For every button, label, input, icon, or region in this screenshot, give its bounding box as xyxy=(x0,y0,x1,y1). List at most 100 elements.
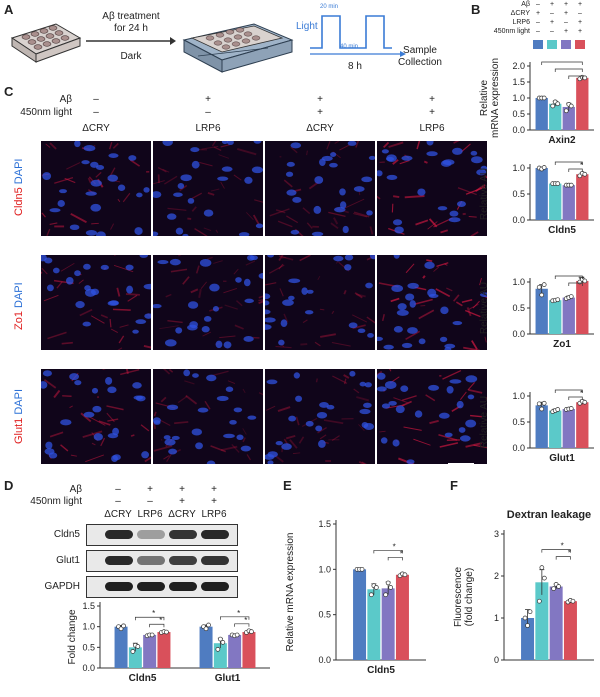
lane-abeta-mark: + xyxy=(147,485,153,495)
significance-bracket xyxy=(555,69,582,72)
blot-label: GAPDH xyxy=(44,582,80,592)
treatment-label-line1: Aβ treatment xyxy=(102,12,159,22)
stain-marker-label: Glut1 xyxy=(13,418,25,444)
blot-band xyxy=(169,556,197,565)
group-label: Glut1 xyxy=(215,673,241,684)
bar xyxy=(367,589,380,660)
dark-label: Dark xyxy=(120,52,141,62)
y-tick-label: 0.5 xyxy=(318,610,331,620)
panel-label-c: C xyxy=(4,84,13,99)
y-tick-label: 2.0 xyxy=(512,61,525,71)
data-point xyxy=(537,599,541,603)
condition-name: LRP6 xyxy=(419,124,444,134)
y-tick-label: 0 xyxy=(494,655,499,665)
condition-light-mark: – xyxy=(205,108,211,118)
data-point xyxy=(207,623,211,627)
bar xyxy=(576,402,588,448)
significance-label: * xyxy=(244,616,247,625)
y-tick-label: 0.5 xyxy=(512,303,525,313)
stain-marker-label: Zo1 xyxy=(13,311,25,330)
blot-band xyxy=(137,530,165,539)
y-axis-label: Relative xyxy=(479,80,490,117)
data-point xyxy=(136,645,140,649)
microscopy-image xyxy=(41,255,151,350)
bar xyxy=(228,635,241,668)
bar xyxy=(576,174,588,220)
significance-label: * xyxy=(580,389,583,398)
significance-bracket xyxy=(542,550,571,553)
blot-band xyxy=(201,582,229,591)
data-point xyxy=(557,585,561,589)
bar xyxy=(396,575,409,660)
y-tick-label: 1.0 xyxy=(82,622,95,632)
lane-light-mark: – xyxy=(147,497,153,507)
data-point xyxy=(221,640,225,644)
bar xyxy=(576,78,588,130)
lane-name: LRP6 xyxy=(201,510,226,520)
y-tick-label: 0.5 xyxy=(512,109,525,119)
significance-label: * xyxy=(152,609,155,618)
panel-label-b: B xyxy=(471,2,480,17)
bar xyxy=(549,411,561,448)
condition-color-swatch xyxy=(575,40,585,49)
data-point xyxy=(551,104,555,108)
condition-mark: + xyxy=(564,1,568,8)
data-point xyxy=(556,408,560,412)
blot-band xyxy=(169,530,197,539)
abeta-row-label: Aβ xyxy=(60,95,72,105)
significance-bracket xyxy=(555,162,582,165)
microscopy-image xyxy=(265,255,375,350)
significance-label: ** xyxy=(572,272,578,277)
y-tick-label: 1.0 xyxy=(512,277,525,287)
chart-title: Dextran leakage xyxy=(507,509,591,521)
significance-label: * xyxy=(573,386,576,391)
significance-label: * xyxy=(400,549,403,558)
bar xyxy=(115,627,128,668)
condition-name: ΔCRY xyxy=(306,124,334,134)
blot-label: Glut1 xyxy=(56,556,80,566)
d-abeta-label: Aβ xyxy=(70,485,82,495)
data-point xyxy=(164,630,168,634)
data-point xyxy=(571,599,575,603)
condition-mark: + xyxy=(536,10,540,17)
lane-abeta-mark: + xyxy=(211,485,217,495)
bar xyxy=(576,281,588,334)
condition-abeta-mark: + xyxy=(317,95,323,105)
blot-strip xyxy=(86,524,238,546)
y-tick-label: 0.5 xyxy=(82,642,95,652)
x-axis-label: Zo1 xyxy=(553,339,571,350)
condition-row-label: Aβ xyxy=(521,1,530,8)
bar xyxy=(563,409,575,448)
bar xyxy=(242,632,255,668)
bar xyxy=(549,184,561,220)
bar xyxy=(536,168,548,220)
y-axis-label: Relative AU xyxy=(479,282,490,334)
condition-color-swatch xyxy=(533,40,543,49)
bar xyxy=(564,601,577,660)
y-axis-label: Relative mRNA expression xyxy=(285,533,296,652)
condition-mark: + xyxy=(578,19,582,26)
condition-mark: + xyxy=(550,19,554,26)
significance-label: * xyxy=(237,609,240,618)
panel-label-a: A xyxy=(4,2,13,17)
blot-band xyxy=(105,582,133,591)
collection-label-line2: Collection xyxy=(398,58,442,68)
data-point xyxy=(583,76,587,80)
microscopy-image xyxy=(377,255,487,350)
bar xyxy=(549,104,561,130)
data-point xyxy=(569,104,573,108)
data-point xyxy=(386,581,390,585)
data-point xyxy=(542,165,546,169)
y-tick-label: 0.0 xyxy=(82,663,95,673)
treatment-label-line2: for 24 h xyxy=(114,24,148,34)
significance-label: * xyxy=(573,158,576,163)
microscopy-image xyxy=(41,141,151,236)
led-light-device-illustration xyxy=(178,20,298,76)
condition-mark: + xyxy=(564,28,568,35)
bar xyxy=(200,627,213,668)
